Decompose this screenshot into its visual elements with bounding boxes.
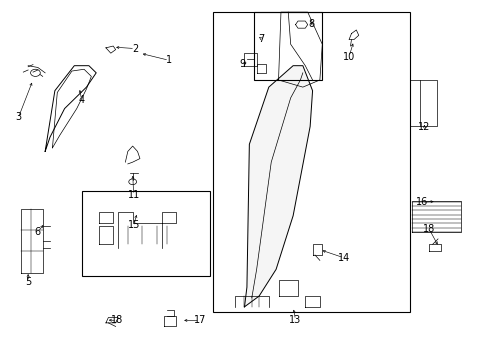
Text: 12: 12 <box>417 122 430 132</box>
Text: 5: 5 <box>25 277 31 287</box>
Text: 16: 16 <box>415 197 427 207</box>
Text: 7: 7 <box>258 34 264 44</box>
Text: 14: 14 <box>337 253 349 263</box>
Text: 6: 6 <box>35 227 41 237</box>
Text: 2: 2 <box>132 44 138 54</box>
Text: 17: 17 <box>193 315 205 325</box>
Text: 1: 1 <box>166 55 172 65</box>
Text: 18: 18 <box>422 224 434 234</box>
Polygon shape <box>244 66 312 307</box>
Text: 13: 13 <box>289 315 301 325</box>
Text: 3: 3 <box>15 112 21 122</box>
Text: 9: 9 <box>239 59 244 69</box>
Bar <box>212 12 409 312</box>
Text: 4: 4 <box>79 95 84 105</box>
Text: 8: 8 <box>308 18 314 28</box>
Text: 18: 18 <box>111 315 123 325</box>
Bar <box>81 191 210 276</box>
Text: 11: 11 <box>127 190 140 200</box>
Text: 15: 15 <box>127 220 140 230</box>
Bar <box>254 12 322 80</box>
Text: 10: 10 <box>342 52 354 62</box>
